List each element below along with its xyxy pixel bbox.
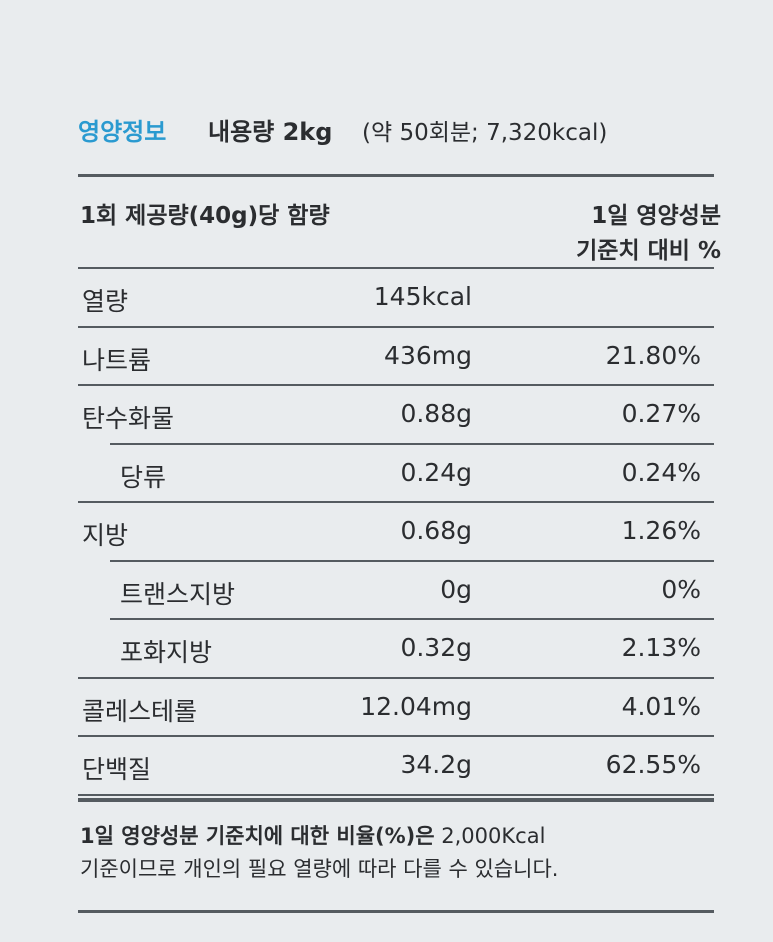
nutrient-name: 포화지방 (120, 638, 213, 667)
percent: 1.26% (621, 516, 701, 545)
amount: 0.88g (400, 399, 472, 428)
footnote-bold: 1일 영양성분 기준치에 대한 비율(%)은 (80, 824, 435, 848)
nutrient-name: 단백질 (82, 755, 152, 784)
content-detail: (약 50회분; 7,320kcal) (362, 120, 608, 146)
rule (78, 735, 714, 737)
header-left: 1회 제공량(40g)당 함량 (80, 203, 330, 229)
percent: 2.13% (621, 633, 701, 662)
rule (78, 325, 714, 328)
header-right: 1일 영양성분 (591, 203, 721, 229)
percent: 62.55% (605, 750, 701, 779)
title: 영양정보 (78, 118, 167, 146)
percent: 4.01% (621, 691, 701, 721)
rule (78, 384, 714, 386)
rule (78, 267, 714, 269)
amount: 0.68g (400, 516, 472, 545)
percent: 21.80% (605, 340, 701, 370)
rule (78, 798, 714, 802)
nutrient-name: 당류 (120, 462, 167, 492)
nutrient-name: 나트륨 (82, 345, 152, 375)
percent: 0.24% (621, 457, 701, 487)
amount: 34.2g (400, 750, 472, 779)
header-right: 기준치 대비 % (576, 238, 721, 264)
rule (110, 559, 714, 562)
rule (78, 910, 714, 913)
nutrient-name: 콜레스테롤 (82, 696, 198, 726)
percent: 0% (661, 574, 701, 604)
rule (78, 501, 714, 503)
percent: 0.27% (621, 399, 701, 428)
nutrient-name: 열량 (82, 287, 129, 316)
amount: 145kcal (373, 282, 472, 311)
amount: 12.04mg (360, 691, 472, 721)
rule (78, 174, 714, 177)
rule (110, 442, 714, 445)
nutrient-name: 트랜스지방 (120, 579, 236, 609)
footnote: 기준이므로 개인의 필요 열량에 따라 다를 수 있습니다. (80, 857, 559, 881)
nutrient-name: 탄수화물 (82, 404, 175, 433)
content: 내용량 2kg (208, 118, 333, 146)
amount: 0g (440, 574, 472, 604)
amount: 436mg (384, 340, 472, 370)
rule (78, 793, 714, 796)
footnote-text: 2,000Kcal (441, 824, 546, 848)
amount: 0.24g (400, 457, 472, 487)
footnote: 1일 영양성분 기준치에 대한 비율(%)은 2,000Kcal (80, 820, 545, 850)
amount: 0.32g (400, 633, 472, 662)
nutrient-name: 지방 (82, 521, 129, 550)
rule (110, 618, 714, 620)
rule (78, 676, 714, 679)
